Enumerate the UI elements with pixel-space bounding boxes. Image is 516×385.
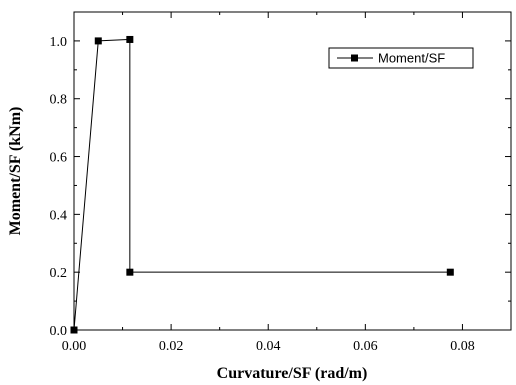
y-tick-label: 0.6 <box>50 151 68 166</box>
data-point <box>70 326 78 334</box>
data-point <box>94 37 102 45</box>
data-point <box>126 35 134 43</box>
data-point <box>446 268 454 276</box>
x-axis-title: Curvature/SF (rad/m) <box>217 365 368 382</box>
plot-frame <box>73 11 512 331</box>
y-axis-title: Moment/SF (kNm) <box>7 107 24 236</box>
y-tick-label: 1.0 <box>50 35 68 50</box>
data-point <box>126 268 134 276</box>
legend: Moment/SF <box>328 47 474 69</box>
series-line <box>73 38 451 331</box>
x-tick-label: 0.04 <box>256 339 281 354</box>
y-tick-label: 0.8 <box>50 93 68 108</box>
legend-marker <box>351 54 358 62</box>
y-tick-label: 0.4 <box>50 208 68 223</box>
legend-box <box>328 47 474 69</box>
y-tick-label: 0.0 <box>50 324 68 339</box>
y-tick-label: 0.2 <box>50 266 68 281</box>
legend-label: Moment/SF <box>378 51 445 66</box>
x-tick-label: 0.02 <box>159 339 184 354</box>
x-tick-label: 0.00 <box>62 339 87 354</box>
x-tick-label: 0.06 <box>353 339 378 354</box>
x-tick-label: 0.08 <box>450 339 475 354</box>
ticks-layer: 0.00 0.02 0.04 0.06 0.08 0.0 0.2 0.4 0.6 0.8 1.0 <box>50 11 511 354</box>
series-layer <box>70 35 454 334</box>
